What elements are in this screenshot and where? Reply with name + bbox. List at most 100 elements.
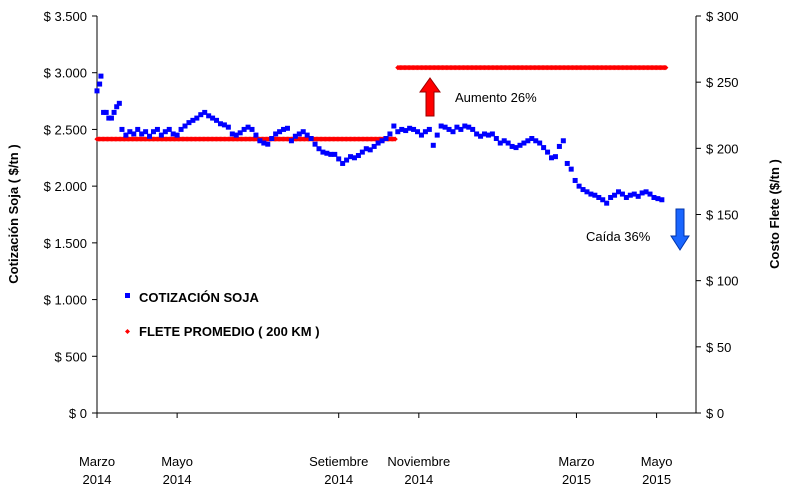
left-tick-group: $ 0 $ 500 $ 1.000 $ 1.500 $ 2.000 $ 2.500 $ 3.… [44, 9, 97, 421]
soja-point [304, 132, 310, 138]
soja-point [434, 132, 440, 138]
soja-point [127, 129, 133, 135]
x-tick-label: Noviembre [387, 454, 450, 469]
soja-point [97, 81, 103, 87]
soja-point [450, 129, 456, 135]
soja-point [245, 124, 251, 130]
soja-point [592, 192, 598, 198]
soja-point [332, 151, 338, 157]
soja-point [395, 129, 401, 135]
soja-point [411, 126, 417, 132]
legend-marker-flete [125, 329, 130, 334]
right-tick-label: $ 300 [706, 9, 739, 24]
x-tick-label: Marzo [79, 454, 115, 469]
soja-point [106, 115, 112, 121]
x-tick-label-year: 2015 [562, 472, 591, 487]
soja-point [505, 140, 511, 146]
soja-point [190, 117, 196, 123]
soja-point [284, 125, 290, 131]
soja-point [430, 142, 436, 148]
soja-point [336, 156, 342, 162]
soja-point [316, 146, 322, 152]
soja-point [659, 197, 665, 203]
soja-point [379, 138, 385, 144]
soja-point [194, 115, 200, 121]
soja-point [608, 194, 614, 200]
soja-point [166, 126, 172, 132]
right-tick-group: $ 0 $ 50 $ 100 $ 150 $ 200 $ 250 $ 300 [696, 9, 739, 421]
soja-point [375, 140, 381, 146]
soja-point [178, 126, 184, 132]
soja-point [257, 138, 263, 144]
x-tick-label: Marzo [558, 454, 594, 469]
soja-point [513, 145, 519, 151]
increase-arrow-icon [419, 77, 441, 117]
soja-point [478, 133, 484, 139]
right-tick-label: $ 150 [706, 208, 739, 223]
left-tick-label: $ 3.000 [44, 66, 87, 81]
soja-point [355, 153, 361, 159]
right-tick-label: $ 200 [706, 141, 739, 156]
right-tick-label: $ 250 [706, 75, 739, 90]
soja-point [399, 126, 405, 132]
soja-point [344, 157, 350, 163]
soja-point [391, 123, 397, 129]
left-tick-label: $ 2.000 [44, 179, 87, 194]
soja-point [312, 141, 318, 147]
soja-point [154, 126, 160, 132]
soja-point [493, 136, 499, 142]
soja-point [348, 154, 354, 160]
soja-point [273, 131, 279, 137]
soja-point [521, 140, 527, 146]
soja-point [572, 177, 578, 183]
soja-point [422, 129, 428, 135]
soja-point [418, 132, 424, 138]
soja-point [217, 121, 223, 127]
soja-point [320, 149, 326, 155]
soja-point [214, 117, 220, 123]
soja-point [387, 131, 393, 137]
soja-point [438, 123, 444, 129]
flete-series [94, 65, 669, 142]
soja-point [324, 150, 330, 156]
soja-point [619, 191, 625, 197]
soja-point [359, 149, 365, 155]
soja-point [576, 183, 582, 189]
soja-point [604, 200, 610, 206]
soja-point [170, 131, 176, 137]
increase-annotation: Aumento 26% [455, 90, 537, 105]
flete-point [392, 136, 398, 142]
soja-point [612, 192, 618, 198]
right-axis-title: Costo Flete ($/tn ) [767, 159, 782, 269]
soja-point [485, 132, 491, 138]
soja-point [300, 129, 306, 135]
soja-point [241, 126, 247, 132]
soja-point [340, 160, 346, 166]
soja-point [210, 115, 216, 121]
soja-point [367, 147, 373, 153]
soja-point [533, 138, 539, 144]
x-tick-label-year: 2014 [324, 472, 353, 487]
legend: COTIZACIÓN SOJA FLETE PROMEDIO ( 200 KM … [125, 290, 320, 339]
soja-point [182, 123, 188, 129]
soja-point [600, 197, 606, 203]
soja-point [233, 132, 239, 138]
soja-series [94, 73, 665, 206]
soja-point [482, 131, 488, 137]
soja-point [635, 193, 641, 199]
soja-point [225, 124, 231, 130]
soja-point [545, 149, 551, 155]
x-tick-label: Setiembre [309, 454, 368, 469]
soja-point [281, 126, 287, 132]
soja-point [639, 190, 645, 196]
soja-point [623, 194, 629, 200]
legend-label-flete: FLETE PROMEDIO ( 200 KM ) [139, 324, 320, 339]
soja-point [517, 142, 523, 148]
soja-point [497, 140, 503, 146]
soja-point [206, 113, 212, 119]
soja-point [296, 131, 302, 137]
soja-point [229, 131, 235, 137]
legend-marker-soja [125, 293, 130, 298]
left-tick-label: $ 1.500 [44, 236, 87, 251]
